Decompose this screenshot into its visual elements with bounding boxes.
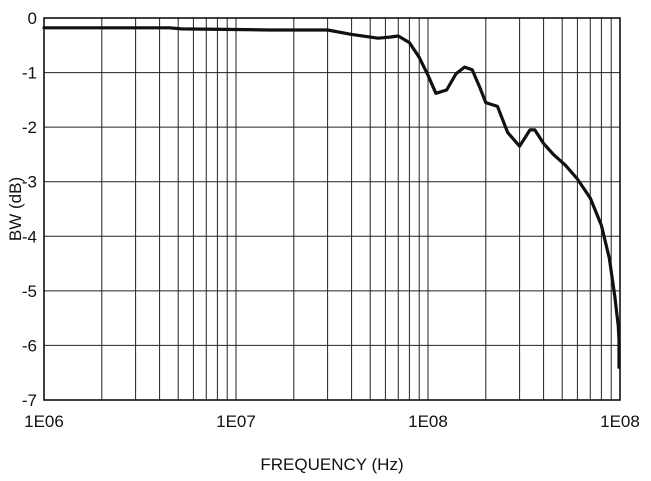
y-axis-tick-labels: 0 -1 -2 -3 -4 -5 -6 -7 <box>22 9 37 410</box>
y-tick-label: -5 <box>22 282 37 301</box>
y-tick-label: -3 <box>22 173 37 192</box>
x-axis-tick-labels: 1E06 1E07 1E08 1E08 <box>24 412 640 431</box>
x-tick-label: 1E06 <box>24 412 64 431</box>
y-tick-label: -6 <box>22 336 37 355</box>
x-tick-label: 1E08 <box>600 412 640 431</box>
x-axis-label: FREQUENCY (Hz) <box>260 455 403 474</box>
x-tick-label: 1E07 <box>216 412 256 431</box>
plot-frame <box>43 17 621 401</box>
y-tick-label: 0 <box>28 9 37 28</box>
grid-lines <box>43 17 620 401</box>
y-tick-label: -1 <box>22 64 37 83</box>
x-tick-label: 1E08 <box>408 412 448 431</box>
y-tick-label: -4 <box>22 227 37 246</box>
y-tick-label: -2 <box>22 118 37 137</box>
y-axis-label: BW (dB) <box>6 177 25 241</box>
bandwidth-series-line <box>42 26 621 369</box>
y-tick-label: -7 <box>22 391 37 410</box>
